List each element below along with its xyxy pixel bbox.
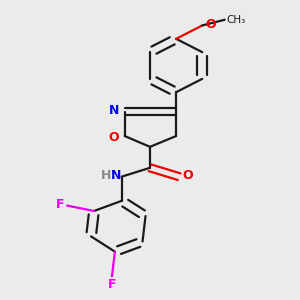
Text: N: N <box>109 104 119 117</box>
Text: CH₃: CH₃ <box>226 15 246 25</box>
Text: F: F <box>108 278 116 291</box>
Text: H: H <box>101 169 111 182</box>
Text: O: O <box>182 169 193 182</box>
Text: F: F <box>56 198 65 211</box>
Text: O: O <box>108 131 119 144</box>
Text: O: O <box>205 18 216 31</box>
Text: N: N <box>111 169 121 182</box>
